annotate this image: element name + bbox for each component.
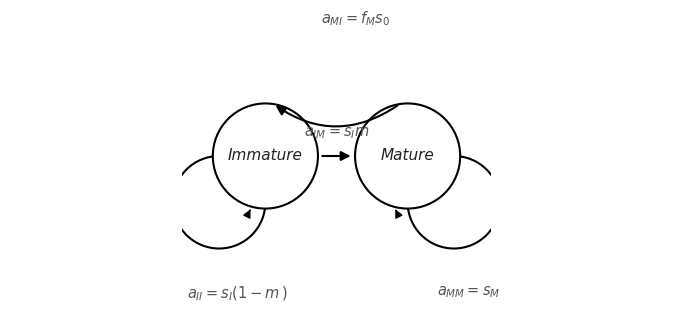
Text: $a_{MM} = s_M$: $a_{MM} = s_M$ [437,285,500,300]
Circle shape [213,104,318,208]
Text: $a_{IM} = s_I m$: $a_{IM} = s_I m$ [304,125,369,140]
Text: $a_{II} = s_I(1-m\,)$: $a_{II} = s_I(1-m\,)$ [186,285,287,303]
Text: Mature: Mature [381,149,435,163]
Text: $a_{MI} = f_M s_0$: $a_{MI} = f_M s_0$ [320,9,390,28]
FancyArrowPatch shape [277,105,398,126]
Text: Immature: Immature [228,149,303,163]
Circle shape [355,104,460,208]
